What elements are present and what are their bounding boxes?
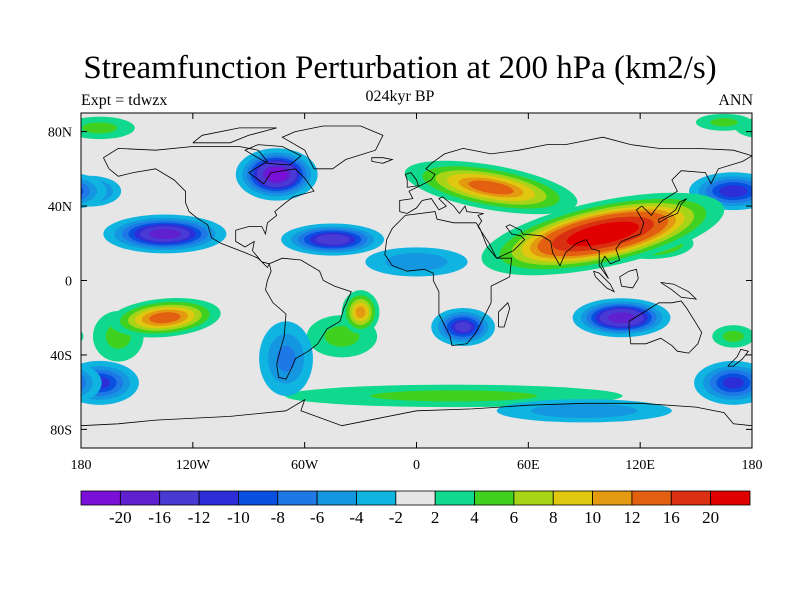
colorbar-swatch [316,490,357,506]
colorbar-swatch [119,490,161,506]
contour-band [82,122,117,134]
colorbar-label: 8 [549,508,558,527]
lon-tick-label: 120E [625,458,655,473]
colorbar-label: 20 [702,508,719,527]
coastline [628,300,703,354]
colorbar-label: -8 [271,508,285,527]
colorbar-label: -20 [109,508,132,527]
contour-band [315,234,350,245]
axis-ticks: 180 120W 60W 0 60E 120E 180 80N 40N 0 40S 80S [48,113,763,473]
lon-tick-label: 60W [291,458,319,473]
chart-title: Streamfunction Perturbation at 200 hPa (… [83,50,717,86]
colorbar-label: 4 [470,508,479,527]
coastline [244,144,302,166]
colorbar-swatch [159,490,200,506]
colorbar-label: 6 [510,508,519,527]
coastline [619,268,639,289]
contour-band [149,312,181,324]
lat-tick-label: 40N [48,200,72,215]
season-label: ANN [718,92,753,109]
contour-band [722,377,744,389]
lon-tick-label: 0 [413,458,420,473]
lon-tick-label: 180 [71,458,92,473]
colorbar-swatch [395,490,436,506]
coastline [404,172,419,188]
lat-tick-label: 0 [65,275,72,290]
contour-band [81,369,93,397]
colorbar-swatch [631,490,672,506]
colorbar-swatch [80,490,121,506]
colorbar-label: -10 [227,508,250,527]
colorbar-label: 12 [623,508,640,527]
experiment-label: Expt = tdwzx [81,92,168,109]
colorbar-swatch [277,490,318,506]
time-label: 024kyr BP [365,88,435,105]
lon-tick-label: 60E [517,458,540,473]
colorbar-swatch [592,490,633,506]
coastline [281,125,384,170]
contour-band [324,325,360,347]
coastline [658,198,688,224]
contour-band [81,331,84,342]
colorbar-label: 2 [431,508,440,527]
contour-band [719,185,748,198]
lat-tick-label: 80N [48,126,72,141]
lat-tick-label: 80S [50,423,72,438]
contour-band [81,182,90,200]
colorbar-label: 16 [663,508,680,527]
contour-band [710,118,738,127]
coastline [192,127,277,144]
colorbar-label: -12 [188,508,211,527]
coastlines [81,125,752,427]
contour-band [385,253,448,271]
coastline [103,146,315,269]
colorbar-swatch [198,490,239,506]
contour-band [355,306,366,318]
contour-band [370,390,538,402]
colorbar-label: 10 [584,508,601,527]
coastline [399,136,752,279]
colorbar-label: -4 [349,508,364,527]
contour-band [149,228,181,239]
colorbar-swatch [513,490,554,506]
contour-band [722,330,744,342]
coastline [498,302,511,328]
contour-band [81,374,86,391]
colorbar-swatch [474,490,515,506]
colorbar-swatch [434,490,475,506]
lon-tick-label: 180 [742,458,763,473]
contour-band [747,374,752,391]
lon-tick-label: 120W [176,458,211,473]
colorbar-swatch [710,490,751,506]
contour-band [531,403,638,418]
colorbar-swatch [356,490,397,506]
colorbar-swatch [670,490,712,506]
coastline [593,270,616,293]
contour-layer [81,113,752,423]
contour-band [276,345,296,372]
coastline [265,257,352,380]
contour-band [454,322,472,333]
colorbar-swatch [238,490,279,506]
colorbar-label: -16 [148,508,171,527]
coastline [660,282,698,300]
colorbar-label: -2 [389,508,403,527]
contour-band [468,180,514,195]
coastline [371,157,394,164]
contour-band [81,186,84,196]
colorbar-label: -6 [310,508,324,527]
coastline [384,211,513,347]
coastline [727,348,749,367]
contour-band [608,312,636,324]
lat-tick-label: 40S [50,349,72,364]
coastline [81,398,752,427]
colorbar-swatch [552,490,593,506]
colorbar: -20 -16 -12 -10 -8 -6 -4 -2 2 4 6 8 10 12 16 20 [80,490,751,527]
